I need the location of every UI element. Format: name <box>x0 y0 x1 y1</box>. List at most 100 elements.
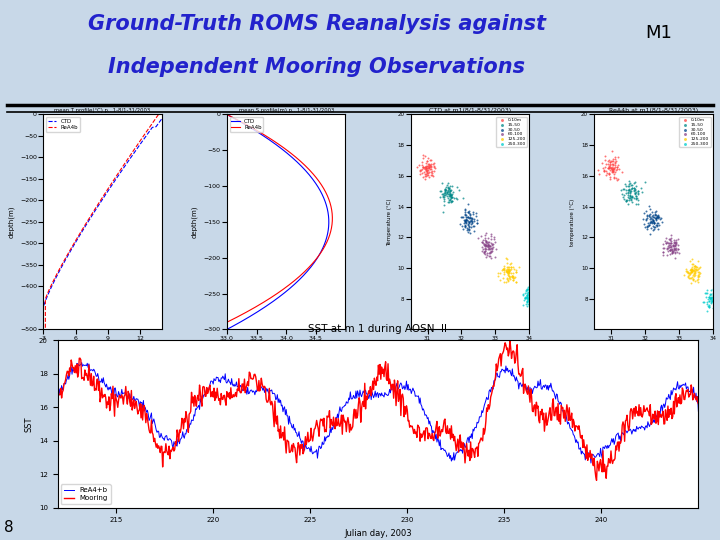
0-10m <box>411 163 423 171</box>
30-50 <box>468 221 480 230</box>
60-100 <box>665 236 677 245</box>
250-300 <box>526 298 537 306</box>
125-200 <box>502 267 513 276</box>
30-50 <box>652 221 663 230</box>
CTD <box>321 239 330 246</box>
30-50 <box>644 221 655 230</box>
250-300 <box>707 285 719 294</box>
15-50 <box>626 186 637 195</box>
60-100 <box>657 248 669 256</box>
Legend: ReA4+b, Mooring: ReA4+b, Mooring <box>61 484 111 504</box>
250-300 <box>708 286 720 295</box>
250-300 <box>708 296 719 305</box>
0-10m <box>606 165 618 174</box>
60-100 <box>672 241 684 249</box>
60-100 <box>478 240 490 248</box>
30-50 <box>643 221 654 230</box>
0-10m <box>610 158 621 167</box>
30-50 <box>461 212 472 221</box>
125-200 <box>500 266 512 274</box>
30-50 <box>457 213 469 221</box>
15-50 <box>438 197 450 205</box>
30-50 <box>641 223 652 232</box>
15-50 <box>626 198 638 206</box>
0-10m <box>607 164 618 173</box>
125-200 <box>508 271 519 280</box>
30-50 <box>649 209 661 218</box>
0-10m <box>421 162 433 171</box>
0-10m <box>607 160 618 169</box>
X-axis label: salinity(psu): salinity(psu) <box>636 346 670 351</box>
30-50 <box>456 221 468 230</box>
250-300 <box>703 297 715 306</box>
250-300 <box>528 306 540 315</box>
60-100 <box>481 238 492 246</box>
30-50 <box>650 211 662 220</box>
15-50 <box>441 188 453 197</box>
60-100 <box>664 241 675 249</box>
0-10m <box>417 154 428 163</box>
60-100 <box>670 242 681 251</box>
15-50 <box>438 194 449 203</box>
250-300 <box>708 306 720 314</box>
15-50 <box>441 187 453 196</box>
125-200 <box>503 272 515 281</box>
125-200 <box>690 262 701 271</box>
15-50 <box>628 186 639 194</box>
250-300 <box>520 300 531 308</box>
15-50 <box>446 197 458 205</box>
60-100 <box>670 245 681 253</box>
60-100 <box>665 233 677 242</box>
0-10m <box>422 166 433 174</box>
30-50 <box>459 218 470 226</box>
CTD <box>224 112 233 118</box>
30-50 <box>646 218 657 227</box>
30-50 <box>463 225 474 233</box>
125-200 <box>683 268 694 276</box>
250-300 <box>518 296 529 305</box>
125-200 <box>693 269 705 278</box>
125-200 <box>501 254 513 263</box>
15-50 <box>438 185 450 194</box>
250-300 <box>703 293 714 302</box>
15-50 <box>623 199 634 208</box>
0-10m <box>601 169 613 178</box>
250-300 <box>524 295 536 304</box>
125-200 <box>690 276 702 285</box>
250-300 <box>708 289 720 298</box>
125-200 <box>508 275 519 284</box>
60-100 <box>662 239 673 247</box>
125-200 <box>685 267 697 276</box>
Mooring <box>53 397 62 403</box>
125-200 <box>686 259 698 268</box>
30-50 <box>647 221 659 230</box>
15-50 <box>629 185 640 194</box>
60-100 <box>670 248 681 256</box>
250-300 <box>534 292 545 301</box>
30-50 <box>637 215 649 224</box>
15-50 <box>442 187 454 195</box>
0-10m <box>611 163 623 171</box>
0-10m <box>607 167 618 176</box>
15-50 <box>626 184 638 192</box>
15-50 <box>623 186 634 195</box>
15-50 <box>448 194 459 202</box>
15-50 <box>628 184 639 192</box>
250-300 <box>521 293 533 302</box>
30-50 <box>650 213 662 222</box>
250-300 <box>704 291 716 299</box>
0-10m <box>613 165 625 174</box>
125-200 <box>688 262 700 271</box>
250-300 <box>702 302 714 310</box>
Title: CTD at m1(8/1-8/31/2003): CTD at m1(8/1-8/31/2003) <box>429 107 511 113</box>
125-200 <box>508 276 519 285</box>
250-300 <box>701 288 712 297</box>
60-100 <box>665 245 677 254</box>
125-200 <box>500 254 511 263</box>
60-100 <box>477 236 489 245</box>
0-10m <box>603 157 614 165</box>
15-50 <box>624 194 636 202</box>
0-10m <box>425 163 436 171</box>
30-50 <box>652 219 663 228</box>
30-50 <box>649 211 661 219</box>
